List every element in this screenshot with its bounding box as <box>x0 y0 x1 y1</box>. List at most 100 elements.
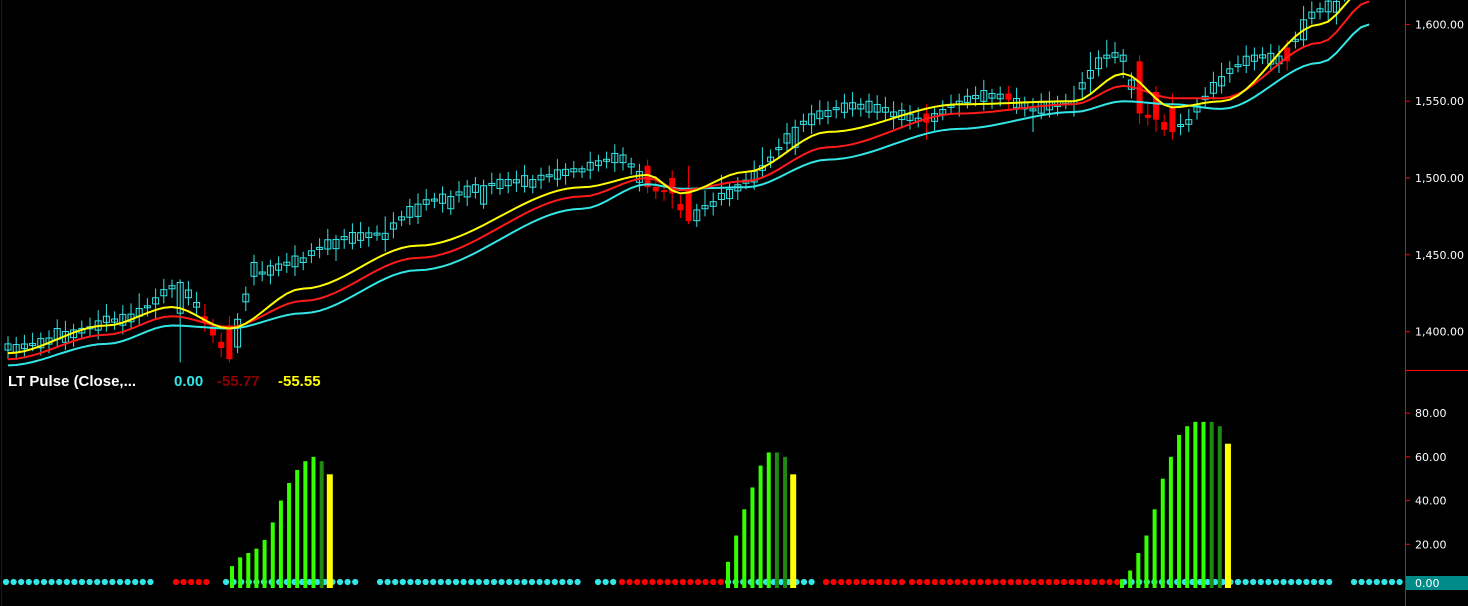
histogram-bar <box>742 509 747 588</box>
candle-body <box>496 178 504 190</box>
signal-dot <box>1083 578 1090 586</box>
histogram-bar <box>1120 579 1124 588</box>
histogram <box>230 421 1231 588</box>
signal-dot <box>610 578 617 586</box>
candle-body <box>439 193 447 204</box>
signal-dot <box>566 578 574 586</box>
signal-dot <box>800 578 808 586</box>
histogram-bar <box>1201 421 1206 588</box>
signal-dot <box>1350 578 1358 586</box>
candle-body <box>365 232 373 239</box>
signal-dot <box>1381 578 1388 586</box>
candle-body <box>1316 8 1324 13</box>
candle-body <box>184 289 192 299</box>
candle-body <box>414 203 422 217</box>
indicator-title: LT Pulse (Close,... <box>8 373 136 390</box>
signal-dot <box>498 578 505 586</box>
signal-dot <box>939 578 946 586</box>
signal-dot <box>56 578 63 586</box>
candle-body <box>307 250 315 256</box>
candle-body <box>685 190 692 222</box>
candle-body <box>1300 19 1308 41</box>
signal-dot <box>664 578 671 586</box>
candle-body <box>693 209 701 222</box>
signal-dot <box>808 578 815 586</box>
signal-dot <box>430 578 437 586</box>
candle-body <box>455 191 463 196</box>
signal-dot <box>33 578 40 586</box>
candle-body <box>250 261 258 277</box>
last-value-box <box>1406 576 1468 590</box>
candle-body <box>799 120 807 125</box>
histogram-bar <box>254 548 259 588</box>
candle-body <box>1078 82 1086 90</box>
signal-dot <box>962 578 969 586</box>
indicator-panel <box>2 421 1403 588</box>
signal-dot <box>860 578 868 586</box>
signal-dot <box>460 578 467 586</box>
candle-body <box>1308 11 1316 19</box>
signal-dot <box>1272 578 1280 586</box>
candle-body <box>881 107 889 113</box>
signal-dot <box>1068 578 1075 586</box>
signal-dot <box>594 578 602 586</box>
signal-dot <box>40 578 48 586</box>
candle-body <box>1250 54 1258 62</box>
candle-body <box>398 216 406 221</box>
histogram-bar <box>278 500 283 588</box>
signal-dot <box>1030 578 1037 586</box>
histogram-bar <box>1144 535 1149 588</box>
signal-dot <box>876 578 883 586</box>
candle-body <box>1259 54 1267 59</box>
signal-dot <box>1000 578 1007 586</box>
candle-body <box>218 341 225 348</box>
candle-body <box>422 199 430 205</box>
signal-dot <box>1007 578 1014 586</box>
histogram-bar <box>1193 421 1198 588</box>
signal-dot <box>898 578 906 586</box>
candle-body <box>488 182 496 186</box>
signal-dot <box>868 578 875 586</box>
candle-body <box>1284 47 1291 62</box>
candle-body <box>406 206 414 218</box>
signal-dot <box>1234 578 1242 586</box>
candle-body <box>644 165 651 188</box>
candle-body <box>152 297 160 305</box>
candle-body <box>210 326 216 336</box>
signal-dot <box>506 578 513 586</box>
signal-dot <box>1388 578 1396 586</box>
signal-dot <box>109 578 116 586</box>
price-tick-label: 1,550.00 <box>1415 95 1464 108</box>
signal-dot <box>544 578 551 586</box>
moving-averages <box>7 0 1370 367</box>
ma-fast-line <box>7 0 1351 355</box>
signal-dot <box>602 578 609 586</box>
candle-body <box>553 169 561 180</box>
candle-body <box>1169 107 1176 132</box>
signal-dot <box>1022 578 1030 586</box>
signal-dot <box>513 578 520 586</box>
signal-dot <box>25 578 32 586</box>
signal-dot <box>559 578 566 586</box>
signal-dot <box>649 578 656 586</box>
signal-dot <box>1318 578 1325 586</box>
histogram-bar <box>230 566 234 588</box>
candle-body <box>389 222 397 230</box>
candle-body <box>1185 119 1193 125</box>
signal-dot <box>468 578 475 586</box>
price-panel <box>4 0 1370 367</box>
indicator-legend: LT Pulse (Close,... 0.00 -55.77 -55.55 <box>8 373 321 390</box>
price-tick-label: 1,450.00 <box>1415 249 1464 262</box>
candle-body <box>1127 79 1135 90</box>
signal-dot <box>10 578 17 586</box>
candle-body <box>348 231 356 244</box>
signal-dot <box>101 578 108 586</box>
candle-body <box>20 343 28 350</box>
candle-body <box>1161 122 1168 130</box>
candle-body <box>504 179 512 187</box>
price-tick-label: 1,500.00 <box>1415 172 1464 185</box>
signal-dot <box>845 578 852 586</box>
signal-dot <box>222 578 230 586</box>
candle-body <box>316 246 324 250</box>
